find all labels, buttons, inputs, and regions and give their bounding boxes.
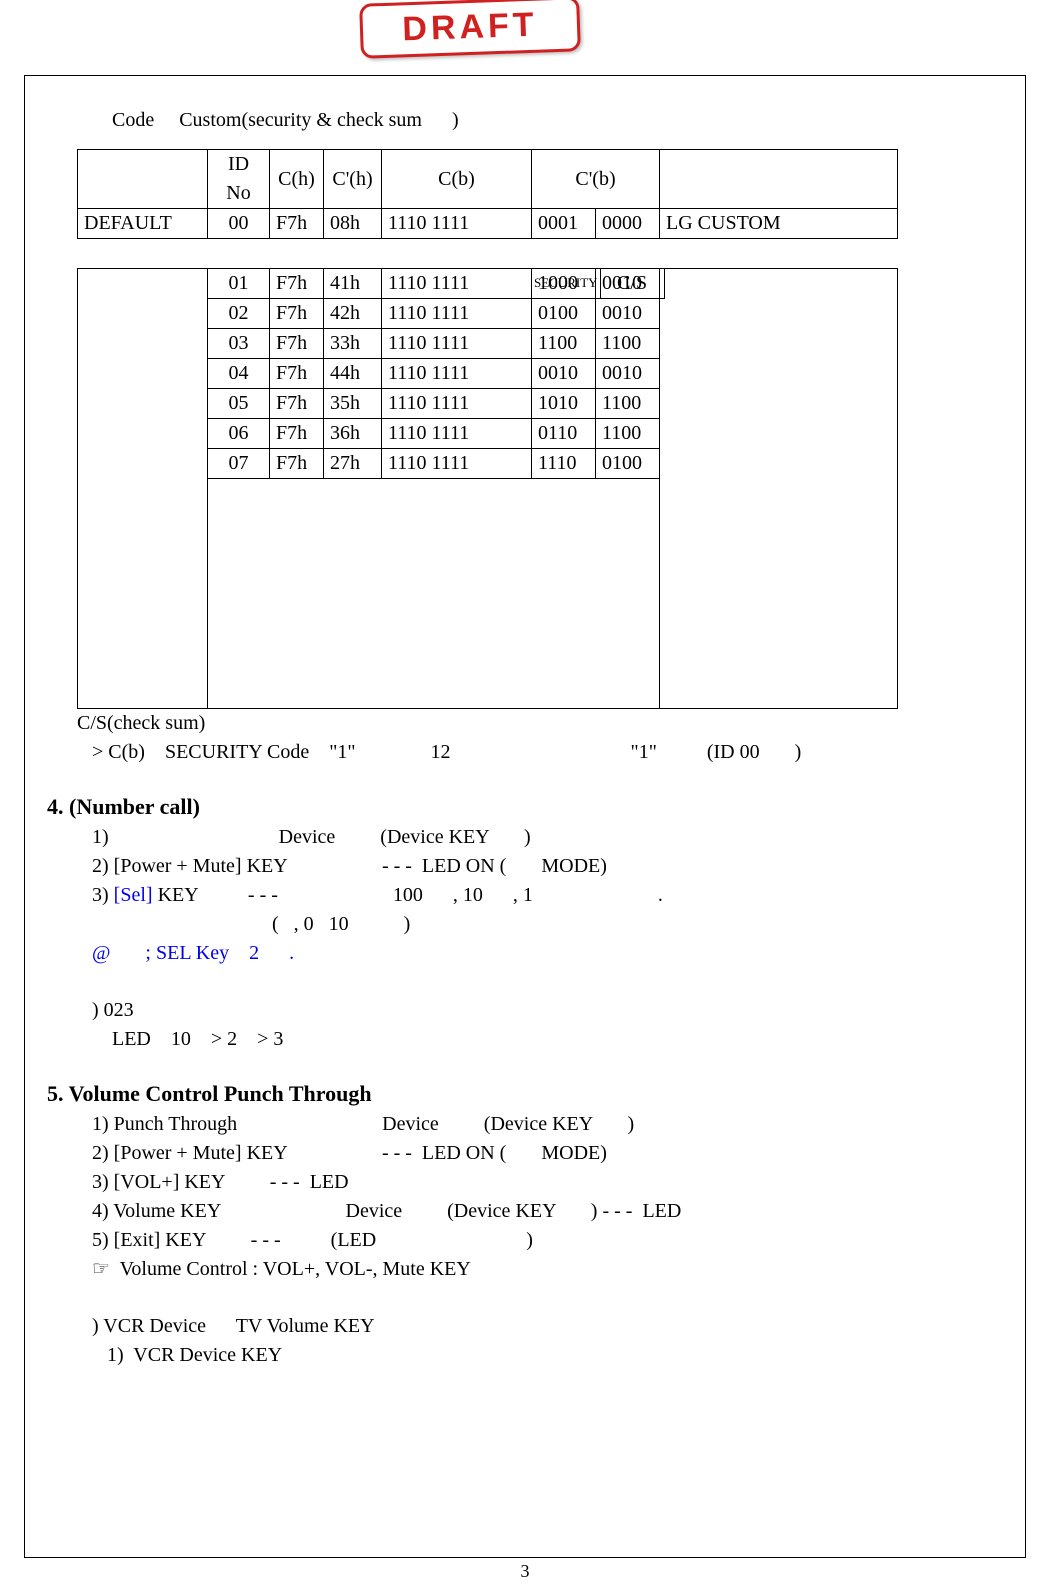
cell: 1110 1111	[382, 389, 532, 419]
cell: 0010	[596, 299, 660, 329]
th-ch: C(h)	[270, 150, 324, 209]
cell: 1110 1111	[382, 359, 532, 389]
s4-line-2: 2) [Power + Mute] KEY - - - LED ON ( MOD…	[77, 852, 973, 881]
cell: 0000	[596, 209, 660, 239]
spacer	[77, 1284, 973, 1312]
cell: LG CUSTOM	[660, 209, 898, 239]
s4-line-1: 1) Device (Device KEY )	[77, 823, 973, 852]
security-table: 01 F7h 41h 1110 1111 1000 0010 02 F7h 42…	[77, 268, 898, 709]
spacer	[77, 968, 973, 996]
cell: 1100	[596, 389, 660, 419]
s4-example-1: ) 023	[77, 996, 973, 1025]
s4-example-2: LED 10 > 2 > 3	[77, 1025, 973, 1054]
cell: F7h	[270, 419, 324, 449]
security-table-wrap: SECURITY C/S 01 F7h 41h 1110 1111 1000 0…	[77, 268, 973, 709]
cell: 08h	[324, 209, 382, 239]
table-row: DEFAULT 00 F7h 08h 1110 1111 0001 0000 L…	[78, 209, 898, 239]
cell: F7h	[270, 209, 324, 239]
sel-key-text: [Sel]	[114, 884, 153, 906]
cell: 1110	[532, 449, 596, 479]
cs-label: C/S	[600, 269, 664, 299]
cell: 44h	[324, 359, 382, 389]
s4-line-3c: ( , 0 10 )	[77, 910, 973, 939]
cell: 1110 1111	[382, 299, 532, 329]
cell: 33h	[324, 329, 382, 359]
th-notes	[660, 150, 898, 209]
th-chp: C'(h)	[324, 150, 382, 209]
cell: 27h	[324, 449, 382, 479]
cell: 1100	[596, 419, 660, 449]
cell: 42h	[324, 299, 382, 329]
cell: 01	[208, 269, 270, 299]
cell: 06	[208, 419, 270, 449]
content-frame: Code Custom(security & check sum ) ID No…	[24, 75, 1026, 1558]
empty-merged-cell	[208, 479, 660, 709]
cell: 0100	[596, 449, 660, 479]
s4-at-line: @ ; SEL Key 2 .	[77, 939, 973, 968]
cell: 1110 1111	[382, 419, 532, 449]
cell: 1110 1111	[382, 269, 532, 299]
intro-line: Code Custom(security & check sum )	[77, 106, 973, 135]
cell: 0110	[532, 419, 596, 449]
cell: F7h	[270, 389, 324, 419]
cell: 03	[208, 329, 270, 359]
cell: 1110 1111	[382, 209, 532, 239]
cs-note-detail: > C(b) SECURITY Code "1" 12 "1" (ID 00 )	[77, 738, 973, 767]
cell: 0010	[532, 359, 596, 389]
cell: 1100	[596, 329, 660, 359]
cell: 1010	[532, 389, 596, 419]
s4-at-text: @ ; SEL Key 2 .	[92, 942, 294, 964]
cell: 36h	[324, 419, 382, 449]
cell: F7h	[270, 359, 324, 389]
cell: 04	[208, 359, 270, 389]
cell: 41h	[324, 269, 382, 299]
cell-default: DEFAULT	[78, 209, 208, 239]
s5-line-3: 3) [VOL+] KEY - - - LED	[77, 1168, 973, 1197]
s4-3-prefix: 3)	[77, 884, 114, 906]
s4-line-3: 3) [Sel] KEY - - - 100 , 10 , 1 .	[77, 881, 973, 910]
cs-note: C/S(check sum)	[77, 709, 973, 738]
cell: 07	[208, 449, 270, 479]
th-idno: ID No	[208, 150, 270, 209]
s4-3-rest: KEY - - - 100 , 10 , 1 .	[153, 884, 663, 906]
s5-example-2: 1) VCR Device KEY	[77, 1341, 973, 1370]
section-4-heading: 4. (Number call)	[47, 791, 973, 823]
cell: 0001	[532, 209, 596, 239]
s4-at-pad	[77, 942, 92, 964]
cell: 02	[208, 299, 270, 329]
s5-note: ☞ Volume Control : VOL+, VOL-, Mute KEY	[77, 1255, 973, 1284]
th-cb: C(b)	[382, 150, 532, 209]
section-5-heading: 5. Volume Control Punch Through	[47, 1078, 973, 1110]
cell: 05	[208, 389, 270, 419]
s5-line-2: 2) [Power + Mute] KEY - - - LED ON ( MOD…	[77, 1139, 973, 1168]
s5-line-1: 1) Punch Through Device (Device KEY )	[77, 1110, 973, 1139]
cell: F7h	[270, 299, 324, 329]
s5-line-4: 4) Volume KEY Device (Device KEY ) - - -…	[77, 1197, 973, 1226]
cell: 35h	[324, 389, 382, 419]
table-header-row: ID No C(h) C'(h) C(b) C'(b)	[78, 150, 898, 209]
draft-stamp: DRAFT	[359, 0, 581, 59]
mini-header: SECURITY C/S	[531, 268, 665, 299]
default-table: ID No C(h) C'(h) C(b) C'(b) DEFAULT 00 F…	[77, 149, 898, 239]
security-label: SECURITY	[532, 269, 601, 299]
th-cbp: C'(b)	[532, 150, 660, 209]
cell: 0010	[596, 359, 660, 389]
s5-line-5: 5) [Exit] KEY - - - (LED )	[77, 1226, 973, 1255]
cell: F7h	[270, 329, 324, 359]
cell: F7h	[270, 449, 324, 479]
cell: 00	[208, 209, 270, 239]
left-merged-cell	[78, 269, 208, 709]
cell: 1100	[532, 329, 596, 359]
table-row: 01 F7h 41h 1110 1111 1000 0010	[78, 269, 898, 299]
cell: 0100	[532, 299, 596, 329]
cell: 1110 1111	[382, 449, 532, 479]
cell: F7h	[270, 269, 324, 299]
cell: 1110 1111	[382, 329, 532, 359]
s5-example-1: ) VCR Device TV Volume KEY	[77, 1312, 973, 1341]
page-number: 3	[0, 1561, 1050, 1582]
th-blank	[78, 150, 208, 209]
right-merged-cell	[660, 269, 898, 709]
